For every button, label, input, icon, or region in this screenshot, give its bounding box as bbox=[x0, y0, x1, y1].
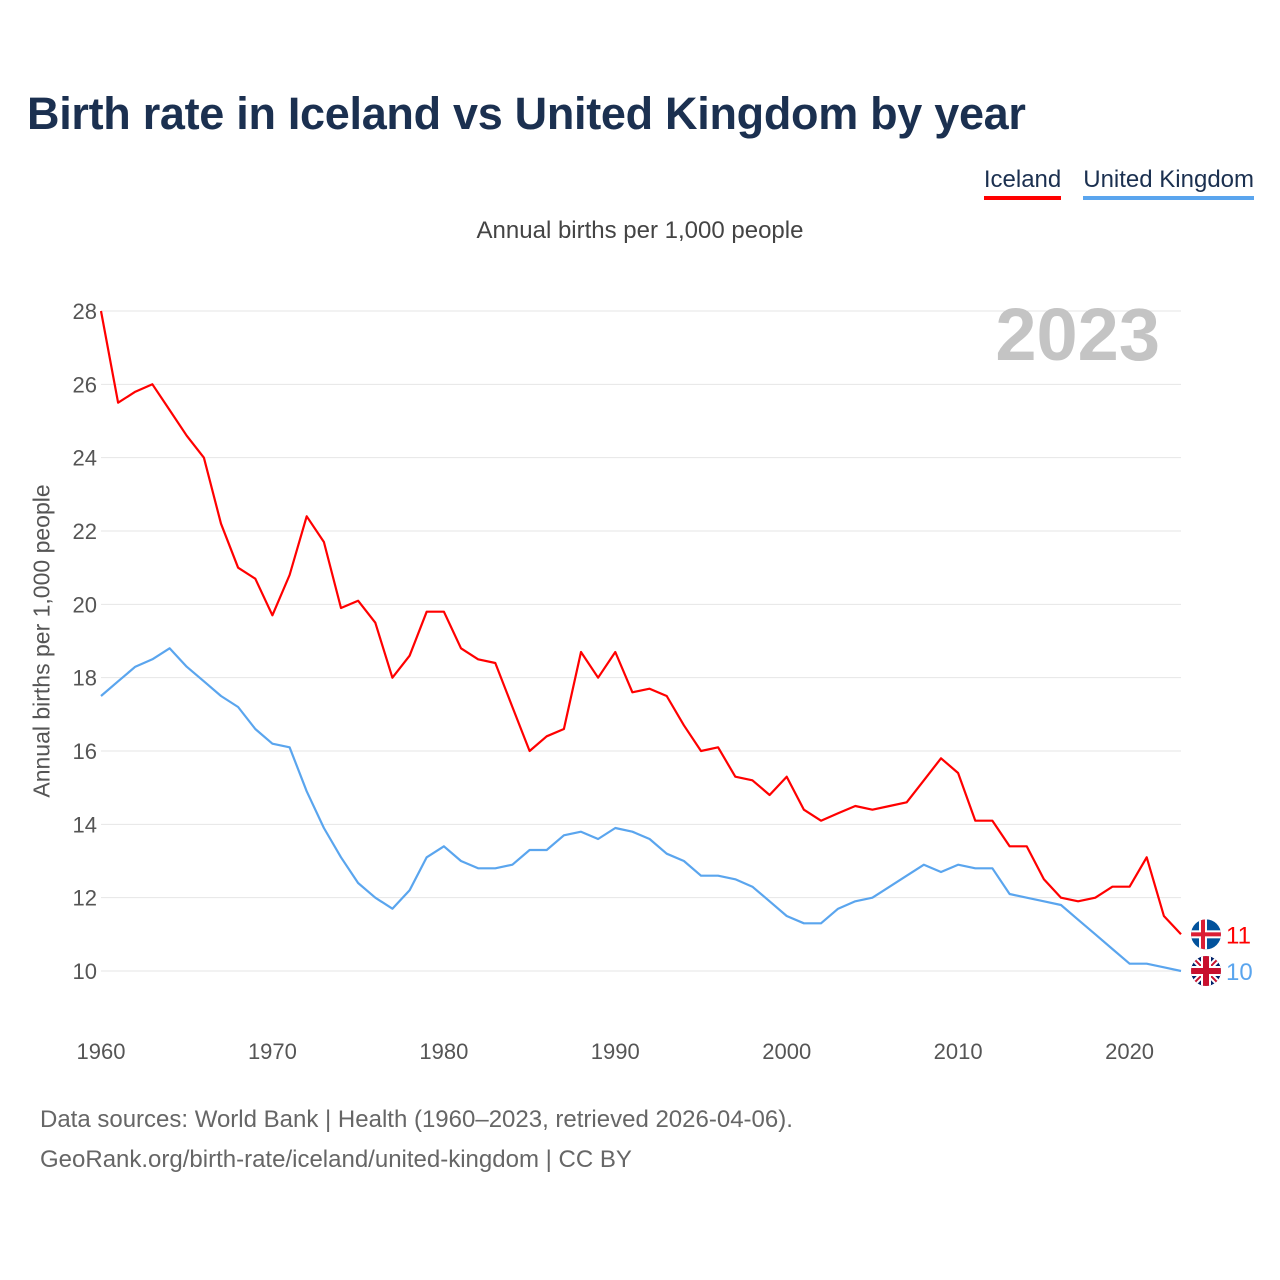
x-tick-label: 2010 bbox=[934, 1039, 983, 1064]
y-tick-label: 28 bbox=[73, 299, 97, 324]
y-tick-label: 26 bbox=[73, 372, 97, 397]
legend: Iceland United Kingdom bbox=[983, 166, 1254, 200]
end-value-label-iceland: 11 bbox=[1226, 922, 1251, 949]
legend-united-kingdom[interactable]: United Kingdom bbox=[1083, 166, 1254, 200]
x-tick-label: 2020 bbox=[1105, 1039, 1154, 1064]
y-tick-label: 20 bbox=[73, 592, 97, 617]
y-tick-label: 10 bbox=[73, 959, 97, 984]
footer-sources: Data sources: World Bank | Health (1960–… bbox=[40, 1106, 793, 1133]
x-tick-label: 1960 bbox=[77, 1039, 126, 1064]
y-tick-label: 16 bbox=[73, 739, 97, 764]
series-line-united-kingdom bbox=[100, 647, 1182, 973]
x-tick-label: 2000 bbox=[762, 1039, 811, 1064]
end-value-label-united-kingdom: 10 bbox=[1226, 959, 1253, 986]
y-tick-label: 22 bbox=[73, 519, 97, 544]
legend-iceland[interactable]: Iceland bbox=[983, 166, 1062, 200]
chart-title: Birth rate in Iceland vs United Kingdom … bbox=[27, 88, 1026, 139]
y-tick-label: 14 bbox=[73, 812, 97, 837]
flag-united-kingdom-icon bbox=[1191, 956, 1221, 986]
y-tick-label: 24 bbox=[73, 446, 97, 471]
y-tick-label: 12 bbox=[73, 886, 97, 911]
y-tick-label: 18 bbox=[73, 666, 97, 691]
flag-iceland-icon bbox=[1191, 919, 1221, 950]
current-year-label: 2023 bbox=[995, 293, 1160, 376]
footer-attribution[interactable]: GeoRank.org/birth-rate/iceland/united-ki… bbox=[40, 1146, 632, 1173]
series-line-iceland bbox=[99, 310, 1182, 936]
x-tick-label: 1970 bbox=[248, 1039, 297, 1064]
x-tick-label: 1980 bbox=[419, 1039, 468, 1064]
x-tick-label: 1990 bbox=[591, 1039, 640, 1064]
chart-subtitle: Annual births per 1,000 people bbox=[476, 217, 804, 244]
